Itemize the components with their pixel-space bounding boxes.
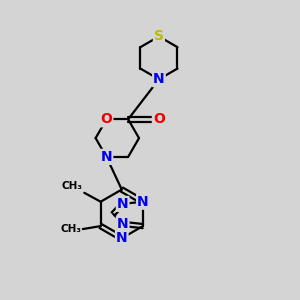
Text: N: N xyxy=(117,197,128,211)
Text: S: S xyxy=(154,29,164,44)
Text: N: N xyxy=(100,150,112,164)
Text: N: N xyxy=(117,217,128,231)
Text: N: N xyxy=(153,72,165,86)
Text: N: N xyxy=(137,195,149,209)
Text: N: N xyxy=(116,231,128,245)
Text: CH₃: CH₃ xyxy=(60,224,81,234)
Text: O: O xyxy=(100,112,112,126)
Text: O: O xyxy=(153,112,165,126)
Text: CH₃: CH₃ xyxy=(62,181,83,191)
